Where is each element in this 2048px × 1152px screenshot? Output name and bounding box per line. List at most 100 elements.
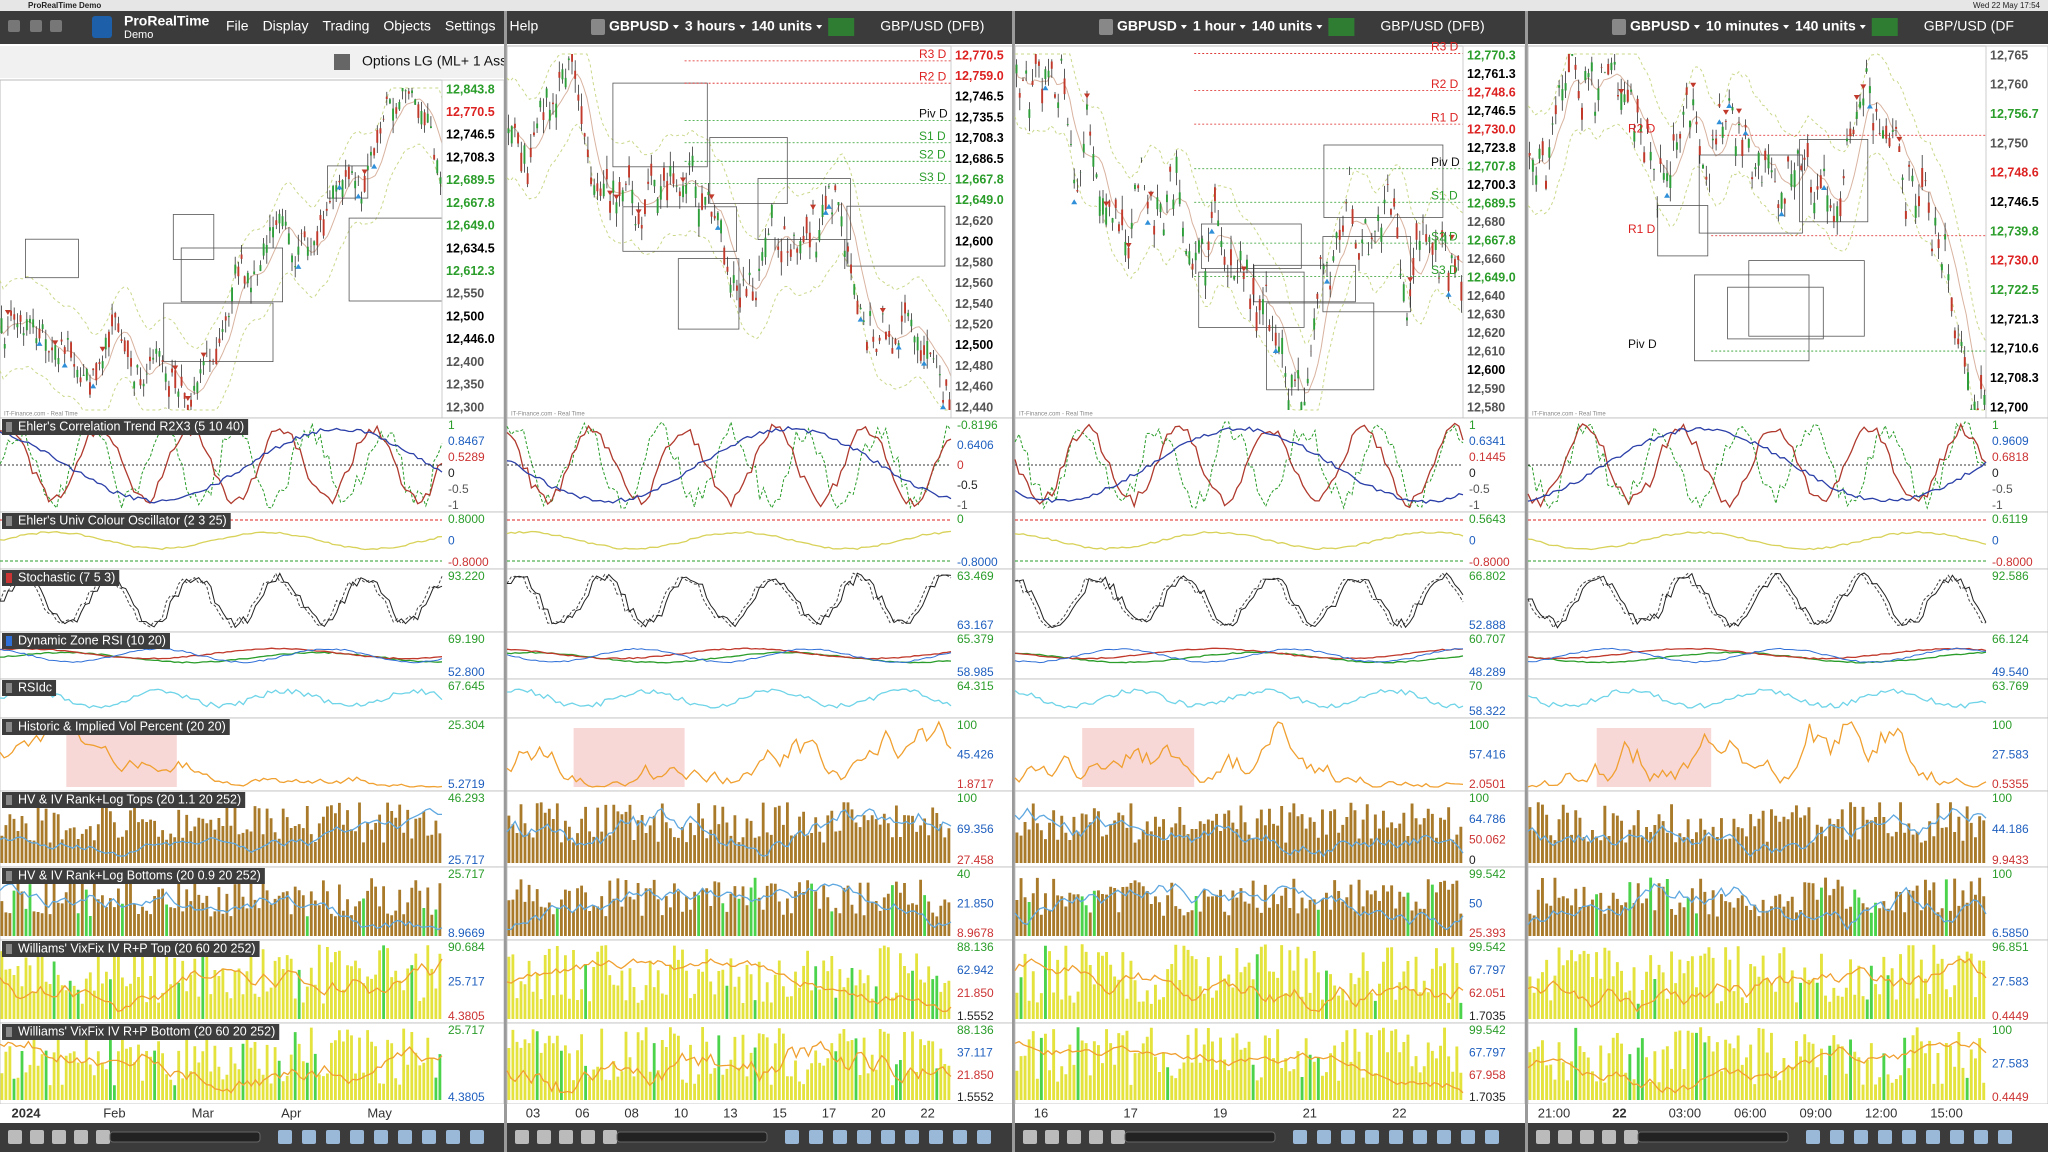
toolbar-button[interactable]	[1111, 1130, 1125, 1144]
indicator-line	[1527, 958, 1987, 1013]
toolbar-button[interactable]	[833, 1130, 847, 1144]
toolbar-button[interactable]	[8, 1130, 22, 1144]
options-icon[interactable]	[334, 54, 350, 70]
toolbar-button[interactable]	[1974, 1130, 1988, 1144]
toolbar-button[interactable]	[350, 1130, 364, 1144]
time-label: 09:00	[1799, 1105, 1832, 1120]
toolbar-button[interactable]	[537, 1130, 551, 1144]
scrollbar[interactable]	[1637, 1131, 1789, 1143]
scrollbar[interactable]	[109, 1131, 261, 1143]
window-control[interactable]	[30, 20, 42, 32]
header-dropdown[interactable]: 140 units	[1252, 18, 1313, 34]
toolbar-button[interactable]	[581, 1130, 595, 1144]
toolbar-button[interactable]	[1806, 1130, 1820, 1144]
header-dropdown[interactable]: 1 hour	[1193, 18, 1236, 34]
toolbar-button[interactable]	[422, 1130, 436, 1144]
toolbar-button[interactable]	[374, 1130, 388, 1144]
toolbar-button[interactable]	[1830, 1130, 1844, 1144]
header-dropdown[interactable]: 140 units	[1795, 18, 1856, 34]
menu-item[interactable]: Objects	[383, 18, 430, 34]
toolbar-button[interactable]	[1023, 1130, 1037, 1144]
toolbar-button[interactable]	[52, 1130, 66, 1144]
toolbar-button[interactable]	[1902, 1130, 1916, 1144]
toolbar-button[interactable]	[603, 1130, 617, 1144]
menu-item[interactable]: Help	[509, 18, 538, 34]
toolbar-button[interactable]	[881, 1130, 895, 1144]
toolbar-button[interactable]	[1878, 1130, 1892, 1144]
toolbar-button[interactable]	[74, 1130, 88, 1144]
indicator-value: 27.583	[1992, 975, 2029, 989]
toolbar-button[interactable]	[1602, 1130, 1616, 1144]
indicator-line	[506, 958, 952, 1013]
toolbar-button[interactable]	[398, 1130, 412, 1144]
toolbar-button[interactable]	[326, 1130, 340, 1144]
toolbar-button[interactable]	[1067, 1130, 1081, 1144]
toolbar-button[interactable]	[1437, 1130, 1451, 1144]
toolbar-button[interactable]	[470, 1130, 484, 1144]
toolbar-button[interactable]	[1317, 1130, 1331, 1144]
signal-marker	[1726, 103, 1733, 109]
toolbar-button[interactable]	[1624, 1130, 1638, 1144]
toolbar-button[interactable]	[1293, 1130, 1307, 1144]
toolbar-button[interactable]	[1536, 1130, 1550, 1144]
toolbar-button[interactable]	[1950, 1130, 1964, 1144]
window-control[interactable]	[8, 20, 20, 32]
menu-item[interactable]: Settings	[445, 18, 496, 34]
toolbar-button[interactable]	[1461, 1130, 1475, 1144]
toolbar-button[interactable]	[1341, 1130, 1355, 1144]
toolbar-button[interactable]	[278, 1130, 292, 1144]
indicator-pane	[506, 631, 1014, 680]
toolbar-button[interactable]	[785, 1130, 799, 1144]
toolbar-button[interactable]	[977, 1130, 991, 1144]
chart-style-icon[interactable]	[1871, 18, 1898, 36]
scrollbar[interactable]	[1124, 1131, 1276, 1143]
header-dropdown[interactable]: 10 minutes	[1706, 18, 1779, 34]
toolbar-button[interactable]	[1998, 1130, 2012, 1144]
chart-style-icon[interactable]	[828, 18, 855, 36]
toolbar-button[interactable]	[302, 1130, 316, 1144]
header-dropdown[interactable]: GBPUSD	[1117, 18, 1177, 34]
indicator-line	[1527, 531, 1987, 551]
panel-header-icon[interactable]	[1612, 19, 1626, 35]
toolbar-label[interactable]: Options LG (ML+ 1 Asse	[362, 53, 515, 69]
toolbar-button[interactable]	[96, 1130, 110, 1144]
toolbar-button[interactable]	[515, 1130, 529, 1144]
panel-header-icon[interactable]	[1099, 19, 1113, 35]
toolbar-button[interactable]	[905, 1130, 919, 1144]
toolbar-button[interactable]	[1926, 1130, 1940, 1144]
indicator-line	[506, 73, 952, 377]
panel-header-icon[interactable]	[591, 19, 605, 35]
toolbar-button[interactable]	[953, 1130, 967, 1144]
header-dropdown[interactable]: GBPUSD	[1630, 18, 1690, 34]
toolbar-button[interactable]	[809, 1130, 823, 1144]
toolbar-button[interactable]	[1485, 1130, 1499, 1144]
indicator-value: 1	[1992, 418, 1999, 432]
time-label: 10	[674, 1105, 688, 1120]
toolbar-button[interactable]	[1854, 1130, 1868, 1144]
toolbar-button[interactable]	[1365, 1130, 1379, 1144]
window-control[interactable]	[50, 20, 62, 32]
toolbar-button[interactable]	[1089, 1130, 1103, 1144]
toolbar-button[interactable]	[559, 1130, 573, 1144]
toolbar-button[interactable]	[1045, 1130, 1059, 1144]
menu-item[interactable]: Display	[263, 18, 309, 34]
signal-marker	[1407, 277, 1414, 283]
signal-marker	[680, 177, 687, 183]
toolbar-button[interactable]	[857, 1130, 871, 1144]
toolbar-button[interactable]	[1389, 1130, 1403, 1144]
toolbar-button[interactable]	[1580, 1130, 1594, 1144]
toolbar-button[interactable]	[1413, 1130, 1427, 1144]
scrollbar[interactable]	[616, 1131, 768, 1143]
price-axis	[441, 79, 505, 419]
toolbar-button[interactable]	[446, 1130, 460, 1144]
toolbar-button[interactable]	[1558, 1130, 1572, 1144]
toolbar-button[interactable]	[30, 1130, 44, 1144]
menu-item[interactable]: File	[226, 18, 249, 34]
header-dropdown[interactable]: 140 units	[751, 18, 812, 34]
header-dropdown[interactable]: GBPUSD	[609, 18, 669, 34]
toolbar-button[interactable]	[929, 1130, 943, 1144]
menu-item[interactable]: Trading	[322, 18, 369, 34]
header-dropdown[interactable]: 3 hours	[685, 18, 736, 34]
chart-style-icon[interactable]	[1328, 18, 1355, 36]
indicator-line	[506, 53, 952, 327]
